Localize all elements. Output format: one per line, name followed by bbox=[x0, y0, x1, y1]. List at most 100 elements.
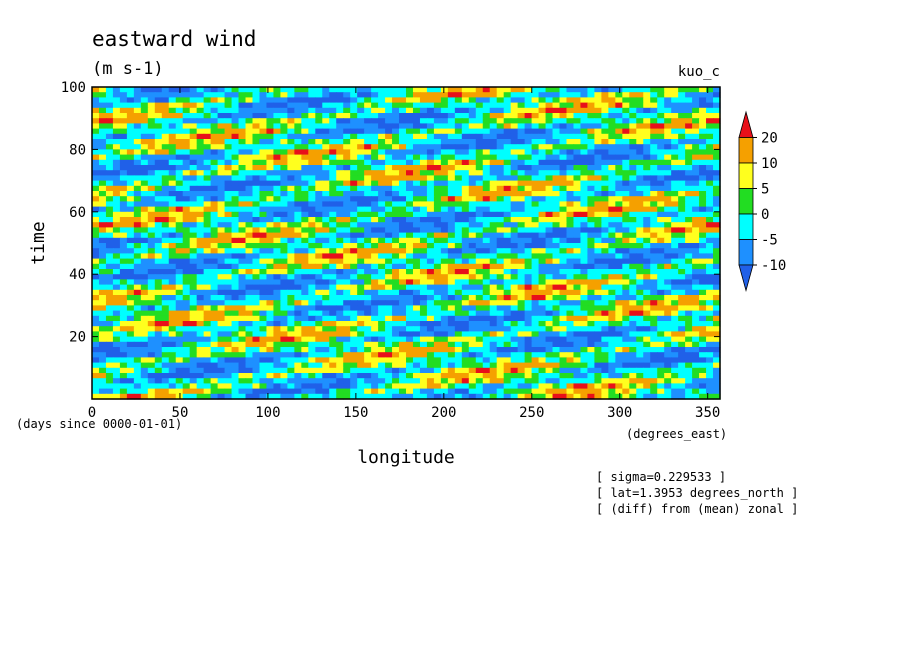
heatmap-cell bbox=[273, 248, 281, 254]
heatmap-cell bbox=[392, 274, 400, 280]
heatmap-cell bbox=[461, 118, 470, 124]
heatmap-cell bbox=[350, 243, 358, 249]
heatmap-cell bbox=[468, 295, 477, 301]
heatmap-cell bbox=[406, 284, 414, 291]
heatmap-cell bbox=[440, 295, 449, 301]
heatmap-cell bbox=[322, 258, 330, 265]
heatmap-cell bbox=[343, 154, 351, 161]
heatmap-cell bbox=[168, 232, 177, 239]
heatmap-cell bbox=[657, 165, 665, 171]
heatmap-cell bbox=[489, 237, 498, 244]
heatmap-cell bbox=[224, 118, 233, 124]
heatmap-cell bbox=[454, 279, 463, 286]
heatmap-cell bbox=[531, 170, 540, 176]
heatmap-cell bbox=[608, 357, 616, 364]
heatmap-cell bbox=[587, 227, 595, 234]
heatmap-cell bbox=[315, 201, 323, 208]
heatmap-cell bbox=[343, 243, 351, 249]
heatmap-cell bbox=[629, 206, 637, 213]
heatmap-cell bbox=[461, 227, 470, 234]
heatmap-cell bbox=[552, 326, 561, 332]
heatmap-cell bbox=[175, 232, 184, 239]
heatmap-cell bbox=[140, 154, 149, 161]
heatmap-cell bbox=[657, 321, 665, 327]
heatmap-cell bbox=[587, 211, 595, 218]
heatmap-cell bbox=[189, 300, 198, 306]
heatmap-cell bbox=[112, 185, 121, 192]
heatmap-cell bbox=[440, 92, 449, 98]
heatmap-cell bbox=[245, 180, 254, 187]
heatmap-cell bbox=[147, 274, 156, 280]
heatmap-cell bbox=[419, 170, 428, 176]
heatmap-cell bbox=[643, 113, 651, 119]
heatmap-cell bbox=[147, 107, 156, 114]
heatmap-cell bbox=[92, 211, 100, 218]
heatmap-cell bbox=[601, 149, 609, 156]
heatmap-cell bbox=[608, 154, 616, 161]
heatmap-cell bbox=[385, 118, 393, 124]
heatmap-cell bbox=[475, 300, 484, 306]
heatmap-cell bbox=[315, 237, 323, 244]
heatmap-cell bbox=[266, 97, 275, 104]
heatmap-cell bbox=[245, 206, 254, 213]
heatmap-cell bbox=[538, 263, 547, 270]
heatmap-cell bbox=[126, 362, 135, 369]
heatmap-cell bbox=[287, 373, 295, 379]
heatmap-cell bbox=[210, 263, 219, 270]
heatmap-cell bbox=[210, 284, 219, 291]
heatmap-cell bbox=[105, 97, 114, 104]
heatmap-cell bbox=[119, 321, 128, 327]
heatmap-cell bbox=[196, 87, 205, 93]
heatmap-cell bbox=[713, 295, 721, 301]
heatmap-cell bbox=[238, 248, 247, 254]
heatmap-cell bbox=[538, 227, 547, 234]
heatmap-cell bbox=[315, 243, 323, 249]
heatmap-cell bbox=[371, 243, 379, 249]
heatmap-cell bbox=[371, 123, 379, 130]
heatmap-cell bbox=[182, 118, 191, 124]
heatmap-cell bbox=[419, 211, 428, 218]
heatmap-cell bbox=[454, 92, 463, 98]
heatmap-cell bbox=[706, 180, 714, 187]
heatmap-cell bbox=[308, 144, 316, 150]
heatmap-cell bbox=[371, 175, 379, 182]
heatmap-cell bbox=[371, 128, 379, 135]
heatmap-cell bbox=[336, 227, 344, 234]
heatmap-cell bbox=[489, 341, 498, 348]
heatmap-cell bbox=[336, 92, 344, 98]
heatmap-cell bbox=[182, 180, 191, 187]
heatmap-cell bbox=[580, 133, 589, 140]
heatmap-cell bbox=[615, 170, 623, 176]
heatmap-cell bbox=[147, 211, 156, 218]
heatmap-cell bbox=[461, 362, 470, 369]
heatmap-cell bbox=[664, 326, 672, 332]
heatmap-cell bbox=[308, 128, 316, 135]
heatmap-cell bbox=[154, 326, 163, 332]
heatmap-cell bbox=[189, 191, 198, 197]
heatmap-cell bbox=[315, 232, 323, 239]
heatmap-cell bbox=[315, 149, 323, 156]
heatmap-cell bbox=[566, 326, 575, 332]
heatmap-cell bbox=[629, 87, 637, 93]
heatmap-cell bbox=[301, 331, 309, 338]
heatmap-cell bbox=[287, 284, 295, 291]
heatmap-cell bbox=[210, 336, 219, 343]
heatmap-cell bbox=[706, 284, 714, 291]
heatmap-cell bbox=[238, 357, 247, 364]
heatmap-cell bbox=[364, 336, 372, 343]
heatmap-cell bbox=[336, 118, 344, 124]
heatmap-cell bbox=[315, 154, 323, 161]
heatmap-cell bbox=[126, 107, 135, 114]
heatmap-cell bbox=[329, 263, 337, 270]
heatmap-cell bbox=[406, 211, 414, 218]
heatmap-cell bbox=[364, 102, 372, 109]
heatmap-cell bbox=[287, 175, 295, 182]
heatmap-cell bbox=[615, 97, 623, 104]
heatmap-cell bbox=[140, 352, 149, 358]
heatmap-cell bbox=[238, 211, 247, 218]
heatmap-cell bbox=[503, 107, 512, 114]
heatmap-cell bbox=[378, 289, 386, 296]
heatmap-cell bbox=[629, 279, 637, 286]
heatmap-cell bbox=[643, 331, 651, 338]
heatmap-cell bbox=[454, 263, 463, 270]
